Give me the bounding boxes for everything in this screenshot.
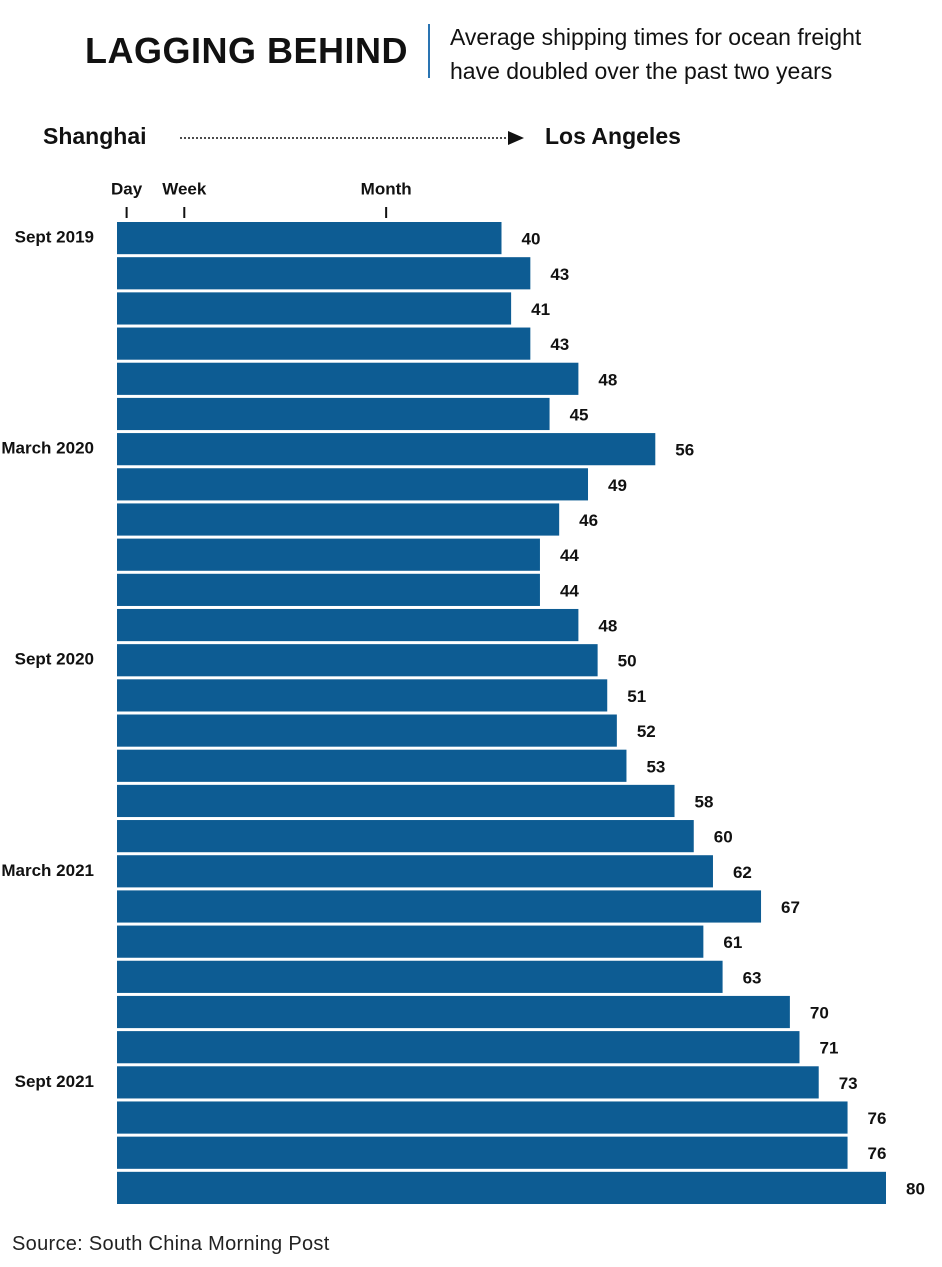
y-tick-label: March 2020: [1, 439, 94, 458]
value-label: 43: [550, 335, 569, 354]
chart-title: LAGGING BEHIND: [85, 30, 409, 71]
value-label: 53: [646, 757, 665, 776]
bar: [117, 1136, 848, 1169]
divider: [428, 24, 430, 78]
value-label: 52: [637, 722, 656, 741]
value-label: 49: [608, 476, 627, 495]
value-label: 60: [714, 828, 733, 847]
bar: [117, 608, 579, 642]
value-label: 44: [560, 546, 579, 565]
value-label: 44: [560, 581, 579, 600]
bar: [117, 503, 560, 536]
value-label: 50: [618, 652, 637, 671]
value-label: 76: [868, 1144, 887, 1163]
value-label: 80: [906, 1179, 925, 1198]
value-label: 70: [810, 1004, 829, 1023]
y-tick-label: Sept 2020: [15, 650, 94, 669]
bar: [117, 257, 531, 290]
value-label: 48: [598, 370, 617, 389]
bar: [117, 855, 713, 888]
chart: Shanghai Los Angeles Day Week Month Sept 20…: [1, 123, 925, 1204]
bar: [117, 890, 762, 923]
bar: [117, 1171, 886, 1204]
bar: [117, 714, 617, 747]
bar: [117, 538, 540, 571]
value-label: 40: [522, 230, 541, 249]
y-tick-label: March 2021: [1, 861, 94, 880]
x-tick-label: Day: [111, 179, 143, 198]
bar: [117, 327, 531, 360]
bar: [117, 925, 704, 958]
value-label: 48: [598, 617, 617, 636]
value-label: 46: [579, 511, 598, 530]
value-label: 67: [781, 898, 800, 917]
bar: [117, 820, 694, 853]
value-label: 61: [723, 933, 742, 952]
bar: [117, 749, 627, 782]
bar: [117, 573, 540, 606]
value-label: 63: [743, 968, 762, 987]
value-label: 62: [733, 863, 752, 882]
bar: [117, 960, 723, 993]
bar: [117, 292, 512, 325]
bar: [117, 222, 502, 255]
y-tick-label: Sept 2019: [15, 228, 94, 247]
source: Source: South China Morning Post: [12, 1233, 330, 1255]
value-label: 58: [695, 792, 714, 811]
value-label: 76: [868, 1109, 887, 1128]
bar: [117, 644, 598, 677]
x-tick-label: Week: [162, 179, 207, 198]
bar: [117, 468, 589, 501]
value-label: 45: [570, 405, 589, 424]
value-label: 51: [627, 687, 646, 706]
y-tick-label: Sept 2021: [15, 1072, 94, 1091]
route-arrow: [508, 131, 524, 145]
bar: [117, 1101, 848, 1134]
bar: [117, 1066, 819, 1099]
value-label: 71: [819, 1039, 838, 1058]
value-label: 73: [839, 1074, 858, 1093]
bar: [117, 362, 579, 395]
value-label: 56: [675, 441, 694, 460]
bar: [117, 1031, 800, 1064]
value-label: 43: [550, 265, 569, 284]
x-tick-label: Month: [361, 179, 412, 198]
bar: [117, 784, 675, 818]
bar: [117, 995, 790, 1029]
value-label: 41: [531, 300, 550, 319]
destination-label: Los Angeles: [545, 123, 681, 149]
bar: [117, 397, 550, 431]
bar: [117, 679, 608, 712]
origin-label: Shanghai: [43, 123, 147, 149]
chart-subtitle: Average shipping times for ocean freight…: [450, 24, 862, 84]
bar: [117, 433, 656, 466]
